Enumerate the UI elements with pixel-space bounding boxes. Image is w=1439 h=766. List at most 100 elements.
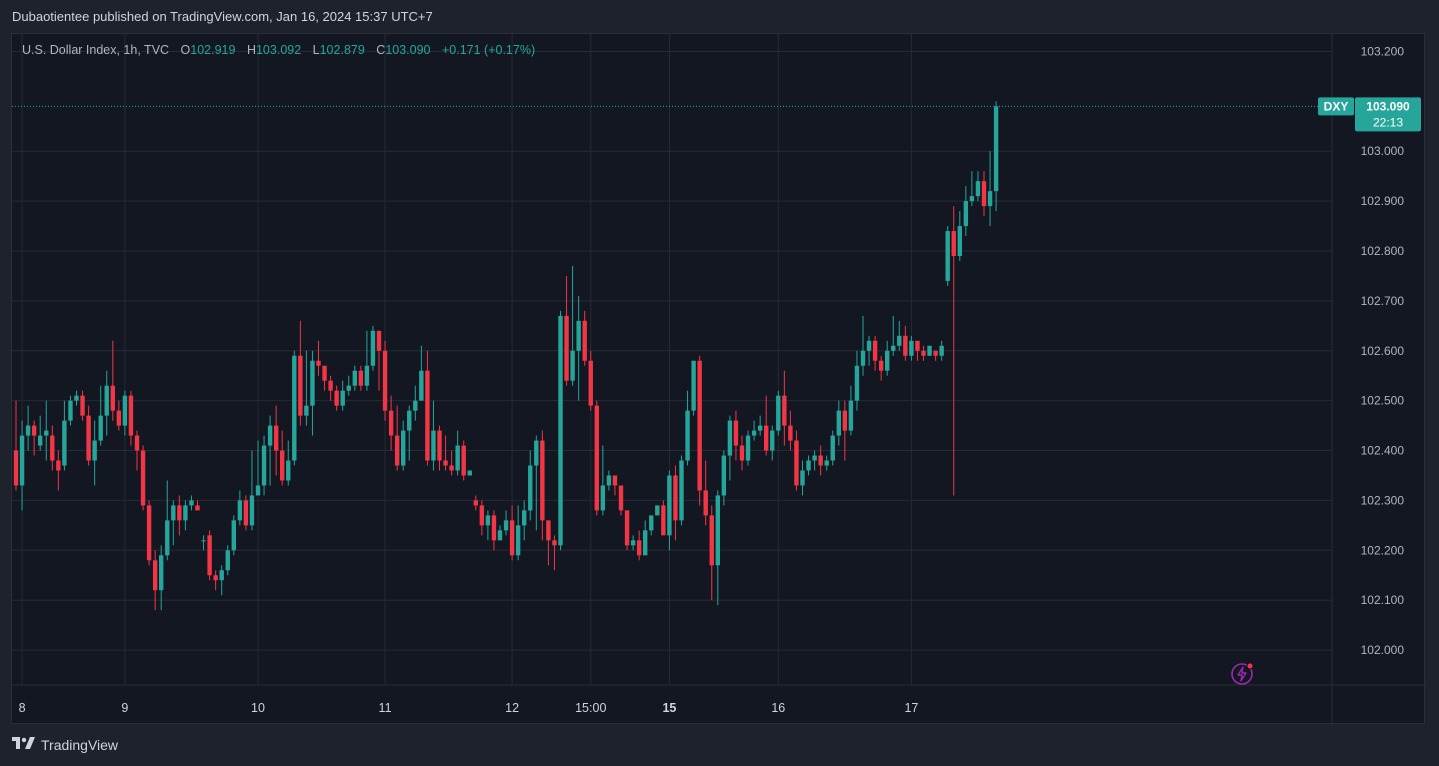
- candle-body: [292, 355, 297, 461]
- candle-body: [842, 410, 848, 431]
- candle-body: [201, 540, 206, 542]
- candle-body: [927, 345, 932, 356]
- candle-body: [709, 515, 714, 566]
- candle-body: [987, 191, 993, 207]
- tradingview-brand[interactable]: TradingView: [12, 736, 118, 754]
- candle-body: [104, 385, 109, 416]
- candle-body: [461, 445, 466, 476]
- candle-body: [255, 485, 261, 496]
- candle-body: [812, 455, 817, 461]
- candle-body: [788, 425, 793, 441]
- candle-body: [19, 435, 25, 486]
- candle-body: [219, 570, 224, 581]
- price-tag: DXY 103.090 22:13: [1318, 97, 1421, 132]
- candle-body: [497, 530, 503, 541]
- symbol-title: U.S. Dollar Index, 1h, TVC: [22, 43, 170, 57]
- candle-body: [68, 400, 73, 421]
- x-tick-label: 16: [771, 701, 785, 715]
- candle-body: [594, 405, 599, 511]
- candle-body: [564, 315, 569, 381]
- candle-body: [146, 505, 152, 561]
- time-axis[interactable]: 8 9 10 11 12 15:00 15 16 17: [19, 701, 919, 715]
- candle-body: [74, 395, 79, 401]
- candle-body: [757, 425, 763, 431]
- candle-body: [878, 360, 884, 371]
- candle-body: [806, 460, 811, 471]
- candle-body: [425, 370, 430, 461]
- candle-body: [25, 425, 31, 436]
- candle-body: [31, 425, 37, 436]
- candle-body: [528, 465, 533, 511]
- symbol-tag-label: DXY: [1324, 99, 1349, 113]
- candle-body: [534, 440, 539, 466]
- candle-body: [152, 560, 158, 591]
- x-tick-label: 15: [662, 701, 676, 715]
- candle-body: [951, 231, 956, 256]
- candle-body: [376, 330, 382, 351]
- candle-body: [540, 440, 545, 521]
- candle-body: [346, 385, 351, 391]
- candle-body: [636, 540, 642, 556]
- candle-body: [352, 370, 357, 386]
- candle-body: [455, 445, 460, 471]
- candle-body: [334, 390, 339, 406]
- candle-body: [225, 550, 230, 571]
- candle-body: [824, 460, 829, 466]
- candle-body: [177, 505, 182, 521]
- candle-body: [546, 520, 551, 541]
- candle-body: [328, 380, 333, 391]
- candle-body: [618, 485, 624, 511]
- change-value: +0.171 (+0.17%): [441, 43, 536, 57]
- candle-body: [261, 445, 267, 486]
- flash-icon[interactable]: [1230, 662, 1254, 686]
- candle-body: [473, 500, 478, 506]
- candle-body: [921, 350, 926, 356]
- y-tick-label: 102.000: [1361, 643, 1405, 657]
- candle-body: [116, 410, 122, 426]
- candle-body: [661, 505, 666, 536]
- candle-body: [866, 340, 872, 351]
- candle-body: [134, 435, 140, 451]
- candle-body: [679, 460, 684, 521]
- candle-body: [62, 420, 67, 466]
- chart-panel[interactable]: 103.200 103.000 102.900 102.800 102.700 102.6…: [11, 33, 1426, 725]
- low-label: L: [312, 43, 320, 57]
- candle-body: [407, 410, 412, 431]
- candle-body: [231, 520, 236, 551]
- candle-body: [624, 510, 630, 546]
- y-tick-label: 102.600: [1361, 344, 1405, 358]
- candlestick-chart[interactable]: 103.200 103.000 102.900 102.800 102.700 102.6…: [12, 34, 1426, 725]
- candle-body: [159, 555, 164, 591]
- high-value: 103.092: [255, 43, 302, 57]
- candle-body: [691, 360, 696, 411]
- candle-body: [237, 500, 243, 521]
- candles: [13, 101, 999, 611]
- x-tick-label: 9: [121, 701, 128, 715]
- candle-body: [195, 505, 200, 511]
- candle-body: [903, 335, 908, 356]
- candle-body: [56, 460, 61, 471]
- candle-body: [721, 455, 727, 496]
- candle-body: [419, 370, 424, 401]
- candle-body: [655, 505, 660, 516]
- candle-body: [50, 435, 55, 461]
- candle-body: [745, 435, 751, 461]
- candle-body: [915, 340, 920, 351]
- candle-body: [667, 475, 672, 536]
- candle-body: [770, 430, 775, 451]
- grid: [12, 34, 1426, 725]
- candle-body: [588, 360, 593, 406]
- candle-body: [552, 540, 557, 546]
- price-axis[interactable]: 103.200 103.000 102.900 102.800 102.700 102.6…: [1361, 44, 1405, 657]
- candle-body: [933, 350, 938, 356]
- candle-body: [891, 345, 896, 351]
- candle-body: [836, 410, 841, 436]
- candle-body: [649, 515, 654, 531]
- last-price-tag: [1355, 97, 1421, 132]
- candle-body: [558, 315, 563, 546]
- publish-info: Dubaotientee published on TradingView.co…: [12, 9, 433, 24]
- candle-body: [673, 475, 678, 521]
- candle-body: [80, 395, 85, 416]
- candle-body: [854, 365, 860, 401]
- candle-body: [394, 435, 400, 466]
